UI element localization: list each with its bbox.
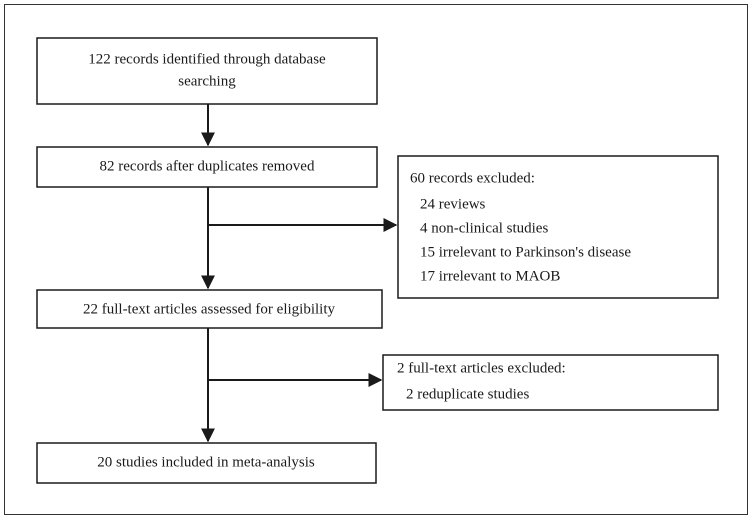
box [382, 354, 719, 411]
box [36, 37, 378, 105]
node-text: 15 irrelevant to Parkinson's disease [420, 244, 631, 260]
node-text: 24 reviews [420, 196, 486, 212]
node-text: 82 records after duplicates removed [100, 158, 315, 174]
box [36, 442, 377, 484]
box [36, 289, 383, 329]
frame [4, 4, 748, 515]
node-text: 2 full-text articles excluded: [397, 360, 566, 376]
node-text: 2 reduplicate studies [406, 386, 529, 402]
box [397, 155, 719, 299]
node-text: 22 full-text articles assessed for eligi… [83, 301, 336, 317]
node-text: 60 records excluded: [410, 170, 535, 186]
node-text: 20 studies included in meta-analysis [97, 454, 315, 470]
node-text: 17 irrelevant to MAOB [420, 268, 560, 284]
box [36, 146, 378, 188]
node-text: 122 records identified through database [88, 51, 326, 67]
node-text: 4 non-clinical studies [420, 220, 548, 236]
node-text: searching [178, 73, 236, 89]
